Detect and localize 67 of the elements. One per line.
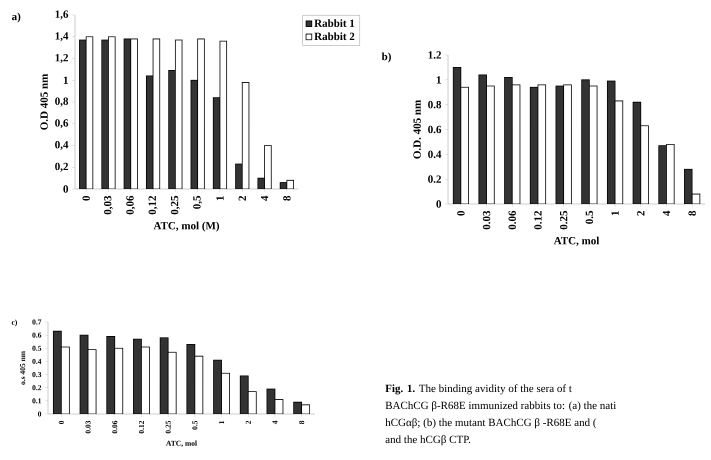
x-tick-label: 0,03 xyxy=(104,196,113,214)
x-tick-label: 0,06 xyxy=(126,196,136,214)
x-tick-label: 8 xyxy=(283,196,291,201)
y-tick-label: 0,6 xyxy=(55,119,68,128)
x-tick-label: 0.12 xyxy=(534,211,542,230)
x-tick-label: 1 xyxy=(216,196,224,200)
x-tick-label: 0.25 xyxy=(560,210,568,230)
x-tick-label: 4 xyxy=(260,196,268,201)
bar xyxy=(114,348,124,414)
x-tick-label: 2 xyxy=(238,196,246,201)
legend-label: Rabbit 1 xyxy=(314,19,354,27)
x-tick-label: 0.5 xyxy=(586,210,594,224)
bar xyxy=(556,86,564,204)
bar xyxy=(581,79,590,204)
bar xyxy=(106,336,116,414)
bar xyxy=(486,86,495,204)
x-tick-label: 2 xyxy=(637,211,644,216)
text: and the hCGβ CTP. xyxy=(386,435,470,446)
y-tick-label: 1.2 xyxy=(428,51,441,59)
y-tick-label: 0,4 xyxy=(55,140,68,150)
bar xyxy=(240,375,249,414)
bar xyxy=(160,337,169,414)
bar xyxy=(52,330,62,414)
x-tick-label: 0,25 xyxy=(170,196,180,214)
x-axis-title: ATC, mol xyxy=(554,236,600,246)
y-tick-label: 0.8 xyxy=(428,100,442,108)
bar xyxy=(186,344,196,414)
bar xyxy=(530,86,538,204)
legend-label: Rabbit 2 xyxy=(314,32,354,40)
bar xyxy=(563,84,572,204)
bar xyxy=(478,74,487,204)
x-tick-label: 0 xyxy=(457,210,465,216)
bar xyxy=(632,102,642,204)
y-tick-label: 1,4 xyxy=(56,32,68,42)
x-tick-label: 4 xyxy=(662,210,670,216)
x-tick-label: 0.06 xyxy=(508,210,516,230)
x-tick-label: 1 xyxy=(611,211,619,216)
bar xyxy=(512,84,520,204)
x-tick-label: 0,5 xyxy=(193,196,202,209)
y-tick-label: 0.4 xyxy=(428,150,442,158)
bar xyxy=(168,352,177,414)
y-tick-label: 1 xyxy=(436,76,441,84)
y-tick-label: 1,6 xyxy=(56,10,68,20)
y-tick-label: 1 xyxy=(64,76,68,84)
y-tick-label: 1,2 xyxy=(56,54,68,63)
bar xyxy=(452,67,462,204)
y-axis-title: O.D 405 nm xyxy=(40,74,48,130)
bar xyxy=(640,125,649,204)
y-tick-label: 0,8 xyxy=(55,97,68,107)
x-tick-label: 0.03 xyxy=(482,210,490,230)
y-tick-label: 0 xyxy=(63,185,68,193)
y-tick-label: 0,2 xyxy=(55,162,68,172)
y-tick-label: 0.6 xyxy=(428,126,442,134)
x-tick-label: 0 xyxy=(82,196,90,201)
text: BAChCG β-R68E immunized rabbits to: (a) the nati xyxy=(386,401,616,412)
chart-title: b) xyxy=(382,52,391,62)
bar xyxy=(248,391,257,414)
text: Fig. 1. The binding avidity of the sera of t xyxy=(385,384,572,394)
x-axis-title: ATC, mol (M) xyxy=(154,222,220,232)
x-tick-label: 8 xyxy=(688,210,696,216)
y-axis-title: O.D. 405 nm xyxy=(413,100,421,159)
text: hCGαβ; (b) the mutant BAChCG β -R68E and ( xyxy=(385,418,596,428)
chart-title: a) xyxy=(12,12,20,22)
bar xyxy=(504,76,513,204)
y-tick-label: 0.2 xyxy=(428,175,441,183)
x-tick-label: 0,12 xyxy=(148,196,158,214)
bar xyxy=(614,100,624,204)
